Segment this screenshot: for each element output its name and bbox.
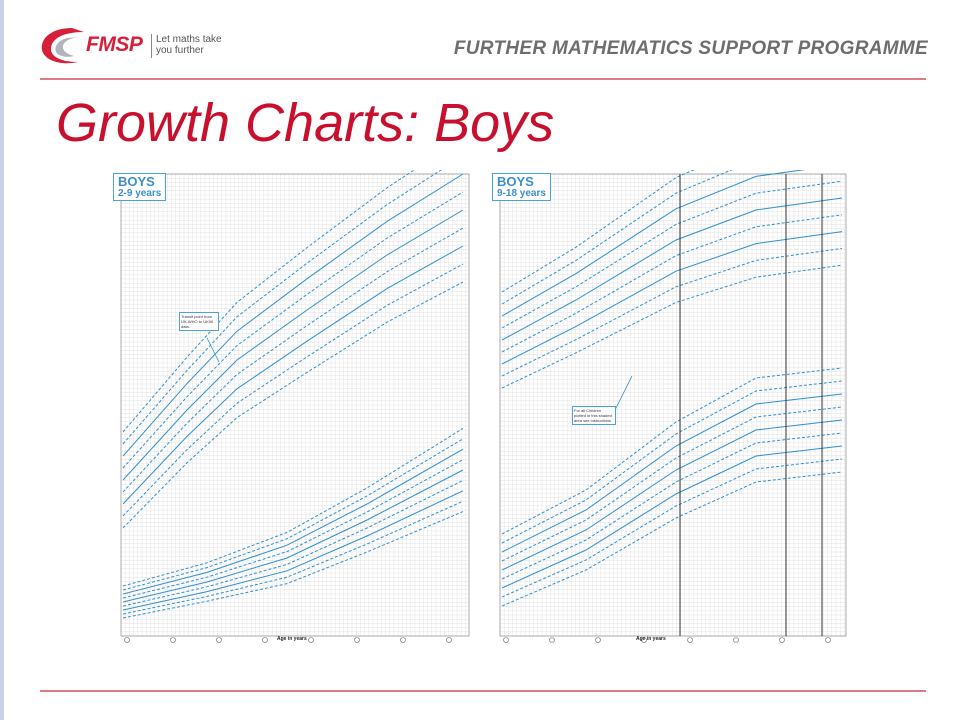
age-marker — [400, 637, 406, 643]
age-marker — [779, 637, 785, 643]
height-centile-curve — [501, 170, 733, 305]
weight-centile-curve — [122, 479, 464, 607]
weight-centile-curve — [501, 393, 843, 553]
height-centile-curve — [501, 247, 843, 377]
weight-centile-curve — [122, 511, 464, 619]
height-centile-curve — [501, 170, 806, 317]
age-marker — [446, 637, 452, 643]
badge-subtitle: 9-18 years — [497, 188, 546, 199]
chart-badge: BOYS 9-18 years — [492, 173, 551, 201]
slide-title: Growth Charts: Boys — [56, 93, 555, 153]
height-centile-curve — [122, 209, 464, 481]
chart-frame — [120, 173, 470, 637]
weight-centile-curve — [122, 438, 464, 591]
age-marker — [216, 637, 222, 643]
logo-divider — [151, 34, 152, 58]
slide-edge — [0, 0, 4, 720]
height-centile-curve — [122, 191, 464, 469]
age-marker — [170, 637, 176, 643]
age-marker — [595, 637, 601, 643]
height-centile-curve — [122, 263, 464, 517]
transit-pointer — [206, 337, 220, 363]
x-axis-label: Age in years — [636, 636, 666, 642]
logo-wordmark: FMSP — [86, 33, 143, 56]
weight-centile-curve — [122, 500, 464, 615]
transit-note: Transit point from UK-WHO to UK90 data. — [179, 312, 219, 331]
height-centile-curve — [122, 170, 416, 433]
height-centile-curve — [501, 231, 843, 365]
age-marker — [687, 637, 693, 643]
header-rule — [40, 78, 926, 80]
height-centile-curve — [501, 214, 843, 353]
height-centile-curve — [122, 170, 443, 445]
footer-rule — [40, 690, 926, 692]
weight-centile-curve — [122, 448, 464, 595]
badge-title: BOYS — [497, 174, 534, 189]
height-centile-curve — [501, 197, 843, 341]
weight-centile-curve — [501, 380, 843, 544]
weight-centile-curve — [501, 419, 843, 571]
chart-frame — [499, 173, 847, 637]
weight-centile-curve — [501, 367, 843, 535]
logo-tagline: Let maths take you further — [156, 34, 222, 56]
age-marker — [733, 637, 739, 643]
age-marker — [262, 637, 268, 643]
badge-title: BOYS — [118, 174, 155, 189]
age-marker — [308, 637, 314, 643]
height-centile-curve — [501, 264, 843, 389]
weight-centile-curve — [122, 469, 464, 603]
height-centile-curve — [122, 173, 464, 457]
weight-centile-curve — [501, 445, 843, 589]
height-centile-curve — [122, 245, 464, 505]
growth-chart-9-18: BOYS 9-18 years For all Children plotted… — [486, 170, 852, 648]
shaded-area-note: For all Children plotted in this shaded … — [572, 406, 616, 425]
age-marker — [124, 637, 130, 643]
organization-name: FURTHER MATHEMATICS SUPPORT PROGRAMME — [453, 38, 928, 59]
growth-chart-2-9: BOYS 2-9 years Transit point from UK-WHO… — [107, 170, 479, 648]
age-marker — [549, 637, 555, 643]
badge-subtitle: 2-9 years — [118, 188, 162, 199]
weight-centile-curve — [501, 406, 843, 562]
weight-centile-curve — [501, 458, 843, 598]
age-marker — [825, 637, 831, 643]
height-centile-curve — [122, 227, 464, 493]
age-marker — [354, 637, 360, 643]
height-centile-curve — [501, 180, 843, 329]
weight-centile-curve — [122, 427, 464, 587]
logo-swoosh-icon — [41, 28, 84, 64]
growth-chart-2-9-plot — [120, 170, 470, 643]
weight-centile-curve — [122, 490, 464, 611]
weight-centile-curve — [501, 432, 843, 580]
fmsp-logo: FMSP Let maths take you further — [38, 22, 238, 68]
height-centile-curve — [501, 170, 695, 293]
chart-badge: BOYS 2-9 years — [113, 173, 167, 201]
x-axis-label: Age in years — [277, 636, 307, 642]
growth-chart-9-18-plot — [499, 170, 847, 643]
weight-centile-curve — [122, 459, 464, 599]
weight-centile-curve — [501, 471, 843, 607]
age-marker — [641, 637, 647, 643]
height-centile-curve — [122, 281, 464, 529]
age-marker — [503, 637, 509, 643]
